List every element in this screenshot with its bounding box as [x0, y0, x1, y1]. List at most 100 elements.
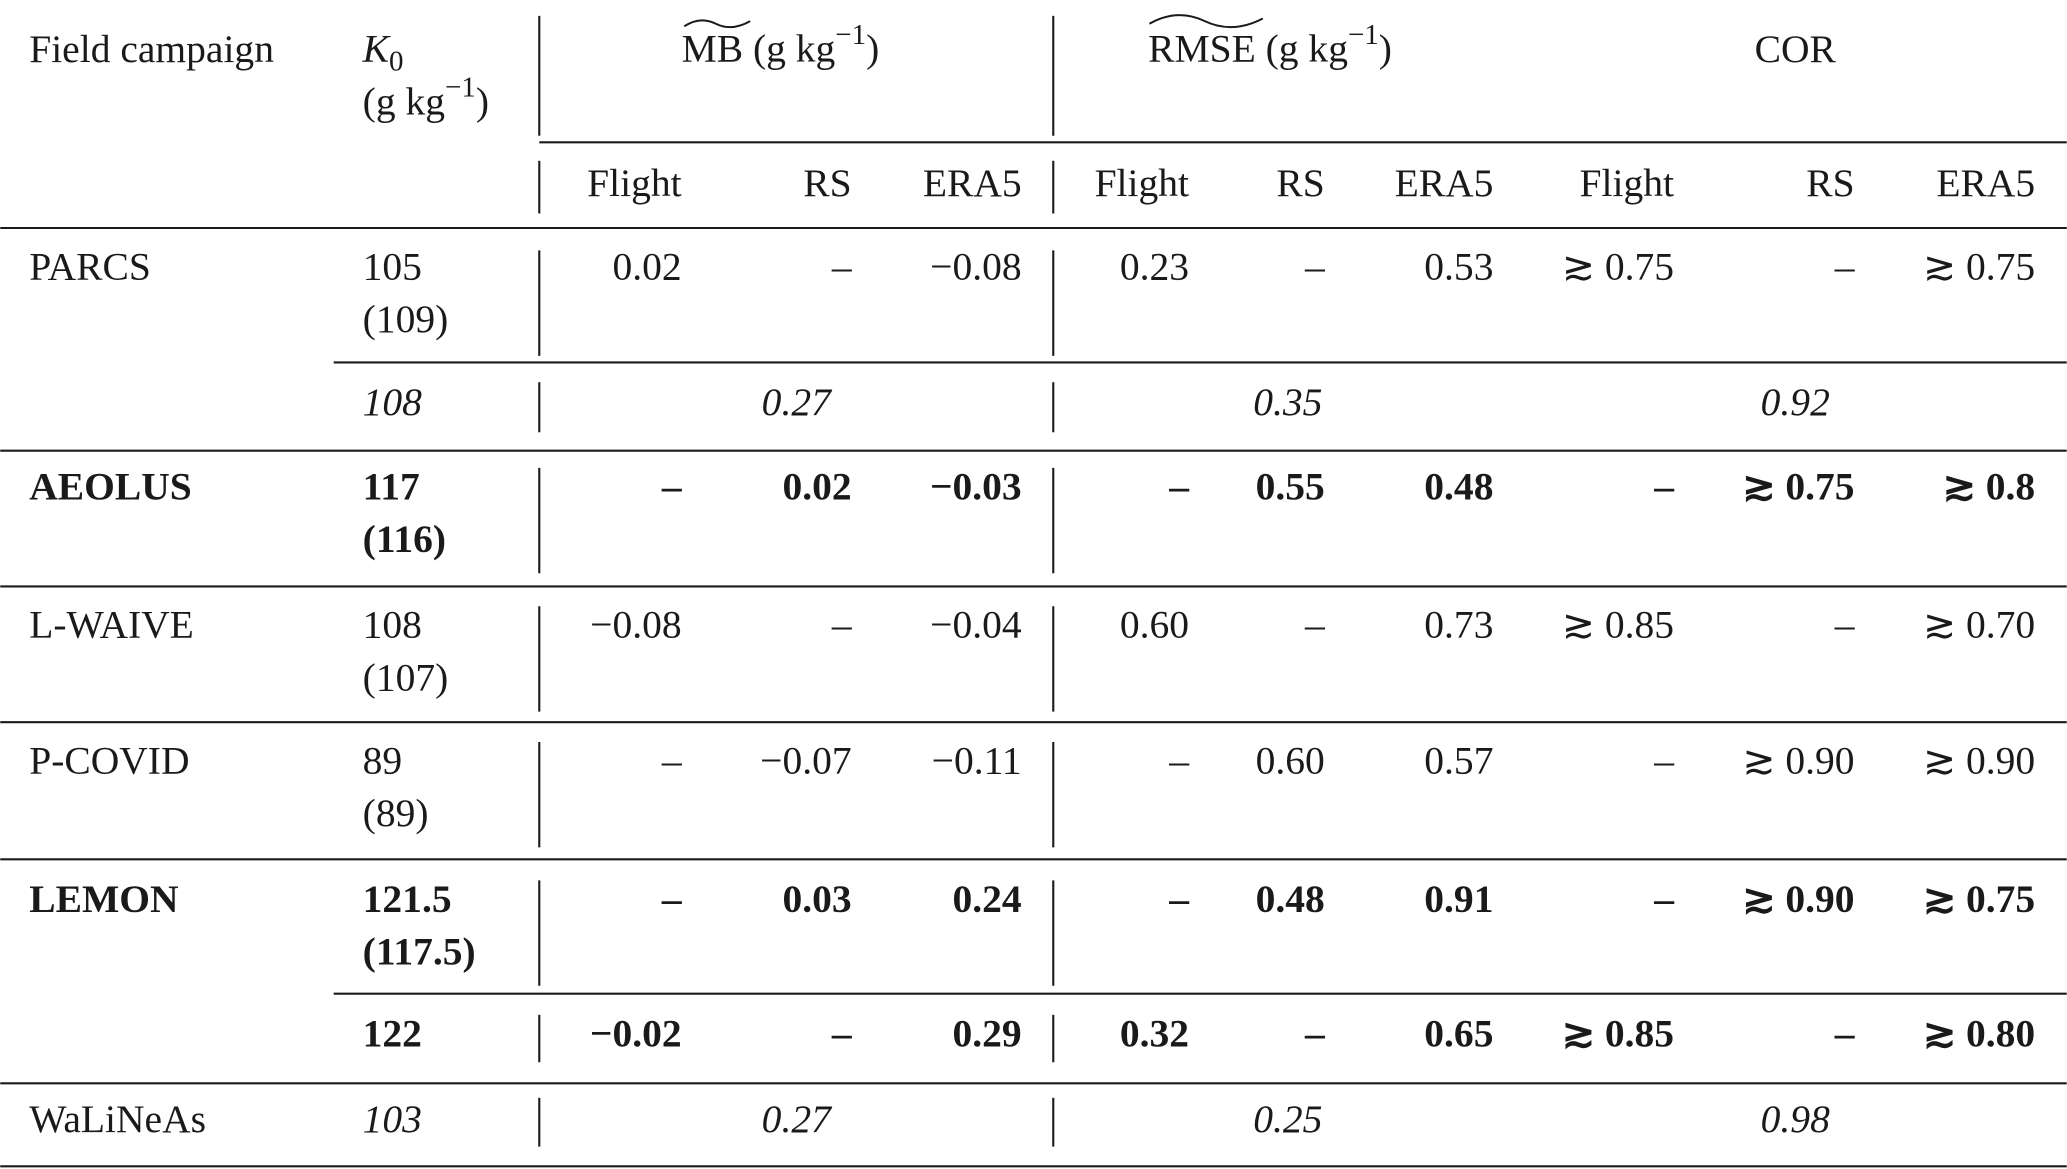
- campaign-name: LEMON: [29, 877, 179, 921]
- sub-column-header: Flight: [587, 161, 681, 205]
- sub-column-header: Flight: [1095, 161, 1189, 205]
- cell-value: 0.32: [1120, 1011, 1189, 1055]
- unit: (g kg: [363, 80, 445, 124]
- cell-value: –: [1168, 877, 1190, 921]
- cell-value: ≳ 0.75: [1923, 244, 2035, 288]
- cell-value: –: [831, 244, 853, 288]
- unit: ): [476, 80, 489, 124]
- k0-value: 108: [363, 603, 422, 647]
- cell-value: –: [1168, 738, 1190, 782]
- cell-value: –: [1834, 244, 1856, 288]
- cell-value: –: [1653, 464, 1675, 508]
- cell-value: –: [1653, 877, 1675, 921]
- combined-value: 0.27: [762, 1097, 833, 1141]
- campaign-name: P-COVID: [29, 738, 189, 782]
- cell-value: 0.29: [952, 1011, 1021, 1055]
- k0-value: 108: [363, 380, 423, 424]
- label: MB: [682, 27, 744, 71]
- unit: (g kg: [743, 27, 835, 71]
- unit: (g kg: [1256, 27, 1348, 71]
- column-header: MB (g kg−1): [682, 19, 880, 71]
- cell-value: −0.02: [590, 1011, 682, 1055]
- cell-value: 0.02: [612, 244, 681, 288]
- combined-value: 0.35: [1253, 380, 1322, 424]
- unit: ): [866, 27, 879, 71]
- sub-column-header: RS: [1806, 161, 1854, 205]
- unit-exponent: −1: [1348, 19, 1379, 51]
- campaign-name: PARCS: [29, 244, 151, 288]
- subscript: 0: [389, 45, 404, 77]
- cell-value: ≳ 0.70: [1923, 603, 2035, 647]
- cell-value: 0.60: [1120, 603, 1189, 647]
- k0-alt-value: (109): [363, 297, 449, 341]
- cell-value: –: [1304, 603, 1326, 647]
- sub-column-header: ERA5: [923, 161, 1022, 205]
- cell-value: −0.03: [930, 464, 1022, 508]
- cell-value: ≳ 0.80: [1923, 1011, 2035, 1055]
- cell-value: −0.07: [760, 738, 851, 782]
- cell-value: 0.48: [1256, 877, 1325, 921]
- column-header-unit: (g kg−1): [363, 71, 489, 123]
- cell-value: ≳ 0.85: [1562, 603, 1674, 647]
- column-header: K0: [362, 27, 404, 77]
- cell-value: 0.55: [1256, 464, 1325, 508]
- cell-value: 0.91: [1424, 877, 1493, 921]
- sub-column-header: RS: [803, 161, 851, 205]
- tilde-accent: [683, 19, 751, 29]
- cell-value: 0.53: [1424, 244, 1493, 288]
- combined-value: 0.25: [1253, 1097, 1322, 1141]
- campaign-name: AEOLUS: [29, 464, 192, 508]
- sub-column-header: ERA5: [1395, 161, 1494, 205]
- column-header: COR: [1755, 27, 1837, 71]
- cell-value: 0.02: [782, 464, 851, 508]
- sub-column-header: RS: [1276, 161, 1324, 205]
- cell-value: ≳ 0.90: [1923, 738, 2035, 782]
- symbol: K: [362, 27, 392, 71]
- cell-value: ≳ 0.90: [1742, 738, 1854, 782]
- combined-value: 0.98: [1761, 1097, 1830, 1141]
- column-header: RMSE (g kg−1): [1148, 19, 1392, 71]
- cell-value: –: [661, 738, 683, 782]
- cell-value: ≳ 0.75: [1562, 244, 1674, 288]
- k0-alt-value: (89): [363, 791, 429, 835]
- cell-value: −0.08: [590, 603, 681, 647]
- cell-value: 0.60: [1256, 738, 1325, 782]
- cell-value: 0.73: [1424, 603, 1493, 647]
- cell-value: –: [1304, 1011, 1326, 1055]
- cell-value: 0.65: [1424, 1011, 1493, 1055]
- column-header: Field campaign: [29, 27, 274, 71]
- unit: ): [1379, 27, 1392, 71]
- k0-value: 105: [363, 244, 422, 288]
- campaign-name: WaLiNeAs: [29, 1097, 206, 1141]
- k0-value: 122: [363, 1011, 422, 1055]
- k0-value: 103: [363, 1097, 422, 1141]
- cell-value: –: [1304, 244, 1326, 288]
- unit-exponent: −1: [835, 19, 866, 51]
- cell-value: –: [1653, 738, 1675, 782]
- cell-value: ≳ 0.90: [1742, 877, 1854, 921]
- cell-value: 0.57: [1424, 738, 1493, 782]
- tilde-accent: [1148, 14, 1264, 29]
- cell-value: 0.24: [952, 877, 1021, 921]
- cell-value: −0.08: [930, 244, 1021, 288]
- unit-exponent: −1: [445, 71, 476, 103]
- cell-value: –: [661, 877, 683, 921]
- k0-alt-value: (117.5): [363, 930, 476, 974]
- cell-value: −0.11: [932, 738, 1022, 782]
- cell-value: –: [1834, 603, 1856, 647]
- cell-value: –: [831, 1011, 853, 1055]
- cell-value: 0.48: [1424, 464, 1493, 508]
- k0-alt-value: (107): [363, 655, 449, 699]
- k0-value: 89: [363, 738, 403, 782]
- cell-value: −0.04: [930, 603, 1022, 647]
- cell-value: –: [831, 603, 853, 647]
- cell-value: ≳ 0.8: [1943, 464, 2035, 508]
- cell-value: ≳ 0.75: [1742, 464, 1854, 508]
- cell-value: –: [661, 464, 683, 508]
- combined-value: 0.27: [762, 380, 833, 424]
- campaign-name: L-WAIVE: [29, 603, 194, 647]
- combined-value: 0.92: [1761, 380, 1830, 424]
- cell-value: –: [1168, 464, 1190, 508]
- k0-alt-value: (116): [363, 517, 446, 561]
